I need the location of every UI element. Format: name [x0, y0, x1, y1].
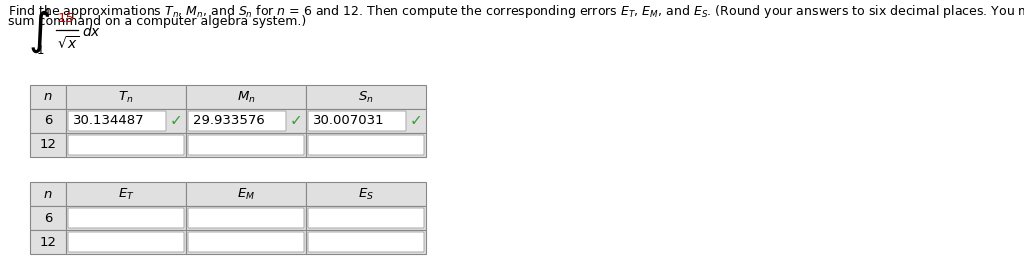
Text: 4: 4 [42, 7, 49, 20]
Bar [306, 182, 426, 206]
FancyBboxPatch shape [308, 135, 424, 155]
Bar [306, 230, 426, 254]
Text: $E_M$: $E_M$ [237, 186, 255, 202]
Bar [66, 109, 186, 133]
Bar [66, 85, 186, 109]
FancyBboxPatch shape [188, 208, 304, 228]
Text: $n$: $n$ [43, 188, 53, 200]
Text: $T_n$: $T_n$ [119, 89, 134, 104]
Bar [66, 206, 186, 230]
Text: ✓: ✓ [170, 113, 182, 129]
Bar [186, 230, 306, 254]
Bar [66, 133, 186, 157]
Bar [30, 85, 66, 109]
Text: $E_S$: $E_S$ [358, 186, 374, 202]
Text: 6: 6 [44, 211, 52, 225]
Text: $\int$: $\int$ [28, 9, 50, 55]
Bar [30, 230, 66, 254]
FancyBboxPatch shape [188, 135, 304, 155]
FancyBboxPatch shape [188, 111, 286, 131]
Bar [66, 182, 186, 206]
Text: 12: 12 [40, 139, 56, 151]
FancyBboxPatch shape [308, 232, 424, 252]
Text: $n$: $n$ [43, 90, 53, 104]
Bar [30, 109, 66, 133]
Text: $E_T$: $E_T$ [118, 186, 134, 202]
Bar [306, 109, 426, 133]
Bar [186, 133, 306, 157]
Bar [306, 206, 426, 230]
Text: ✓: ✓ [290, 113, 302, 129]
Text: 29.933576: 29.933576 [193, 115, 265, 127]
FancyBboxPatch shape [68, 111, 166, 131]
Text: 30.134487: 30.134487 [73, 115, 144, 127]
Text: $dx$: $dx$ [82, 24, 101, 39]
Text: 6: 6 [44, 115, 52, 127]
FancyBboxPatch shape [68, 135, 184, 155]
Text: 30.007031: 30.007031 [313, 115, 385, 127]
Text: Find the approximations $T_n$, $M_n$, and $S_n$ for $n$ = 6 and 12. Then compute: Find the approximations $T_n$, $M_n$, an… [8, 3, 1024, 20]
Bar [30, 133, 66, 157]
Bar [306, 85, 426, 109]
Bar [186, 206, 306, 230]
Text: 15: 15 [58, 12, 75, 25]
Text: 1: 1 [37, 44, 44, 57]
Bar [66, 230, 186, 254]
Bar [30, 182, 66, 206]
Text: $S_n$: $S_n$ [358, 89, 374, 104]
FancyBboxPatch shape [68, 208, 184, 228]
Text: 12: 12 [40, 235, 56, 249]
Bar [186, 182, 306, 206]
Text: $M_n$: $M_n$ [237, 89, 255, 104]
FancyBboxPatch shape [188, 232, 304, 252]
Bar [30, 206, 66, 230]
Bar [306, 133, 426, 157]
Text: sum command on a computer algebra system.): sum command on a computer algebra system… [8, 15, 306, 28]
Bar [186, 85, 306, 109]
FancyBboxPatch shape [308, 208, 424, 228]
Bar [186, 109, 306, 133]
Text: $\sqrt{x}$: $\sqrt{x}$ [57, 35, 80, 52]
Text: ✓: ✓ [410, 113, 422, 129]
FancyBboxPatch shape [308, 111, 406, 131]
FancyBboxPatch shape [68, 232, 184, 252]
